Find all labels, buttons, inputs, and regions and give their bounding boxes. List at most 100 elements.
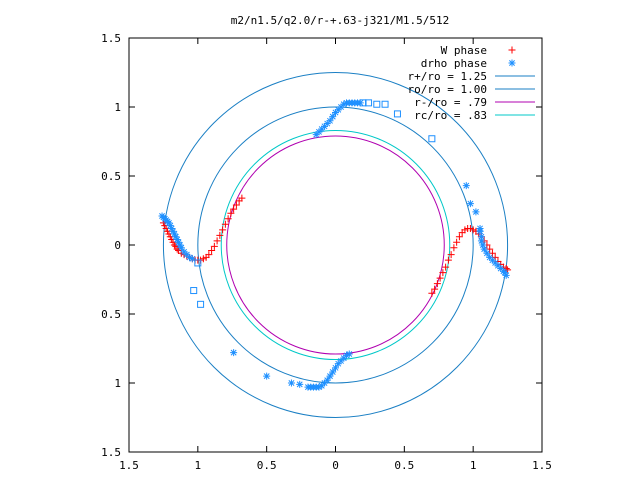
w-phase-point bbox=[450, 244, 458, 252]
drho-phase-point bbox=[486, 253, 494, 261]
y-tick-label: 1 bbox=[114, 101, 121, 114]
drho-phase-point bbox=[166, 222, 174, 230]
w-phase-point bbox=[219, 226, 227, 234]
w-phase-point bbox=[216, 231, 224, 239]
radius-circle bbox=[220, 129, 451, 361]
y-tick-label: 0.5 bbox=[101, 308, 121, 321]
w-phase-point bbox=[227, 209, 235, 217]
y-tick-label: 0 bbox=[114, 239, 121, 252]
drho-phase-point bbox=[168, 224, 176, 232]
drho-phase-point bbox=[334, 106, 342, 114]
x-axis-ticks: 1.5 1 0.5 0 0.5 1 1.5 bbox=[119, 38, 552, 472]
reference-circles bbox=[162, 72, 509, 418]
drho-phase-point bbox=[483, 249, 491, 257]
y-axis-ticks: 1.5 1 0.5 0 0.5 1 1.5 bbox=[101, 32, 542, 459]
drho-phase-point bbox=[491, 259, 499, 267]
w-phase-point bbox=[431, 285, 439, 293]
drho-phase-point bbox=[462, 182, 470, 190]
x-tick-label: 0.5 bbox=[394, 459, 414, 472]
drho-phase-point bbox=[499, 267, 507, 275]
drho-phase-point bbox=[315, 128, 323, 136]
drho-phase-point bbox=[183, 251, 191, 259]
legend-label: W phase bbox=[441, 44, 487, 57]
drho-phase-point bbox=[188, 255, 196, 263]
drho-phase-point bbox=[175, 238, 183, 246]
drho-phase-point bbox=[329, 113, 337, 121]
drho-phase-point bbox=[340, 354, 348, 362]
w-phase-point bbox=[442, 263, 450, 271]
radius-circle bbox=[226, 135, 445, 355]
drho-phase-point bbox=[502, 271, 510, 279]
drho-phase-point bbox=[477, 233, 485, 241]
radius-circle bbox=[197, 106, 474, 384]
drho-phase-point bbox=[477, 237, 485, 245]
x-tick-label: 0 bbox=[332, 459, 339, 472]
w-phase-point bbox=[238, 194, 246, 202]
drho-phase-point bbox=[494, 262, 502, 270]
drho-phase-point bbox=[329, 368, 337, 376]
drho-phase-point bbox=[287, 379, 295, 387]
drho-phase-point bbox=[180, 248, 188, 256]
open-square-point bbox=[428, 135, 436, 143]
drho-phase-point bbox=[337, 103, 345, 111]
drho-phase-point bbox=[173, 235, 181, 243]
drho-phase-point bbox=[488, 256, 496, 264]
legend-label: drho phase bbox=[421, 57, 487, 70]
drho-phase-point bbox=[497, 264, 505, 272]
drho-phase-point bbox=[177, 244, 185, 252]
drho-phase-point bbox=[332, 364, 339, 372]
w-phase-point bbox=[208, 247, 216, 255]
open-square-point bbox=[373, 100, 381, 108]
x-tick-label: 0.5 bbox=[257, 459, 277, 472]
w-phase-point bbox=[224, 215, 232, 223]
drho-phase-point bbox=[326, 372, 334, 380]
drho-phase-point bbox=[320, 379, 328, 387]
drho-phase-point bbox=[472, 208, 480, 216]
w-phase-point bbox=[221, 220, 229, 228]
w-phase-point bbox=[213, 237, 221, 245]
drho-phase-point bbox=[172, 233, 180, 241]
drho-phase-point bbox=[332, 109, 339, 117]
drho-phase-point bbox=[320, 122, 328, 130]
legend-label: r-/ro = .79 bbox=[414, 96, 487, 109]
drho-phase-point bbox=[176, 241, 184, 249]
legend-label: r+/ro = 1.25 bbox=[408, 70, 487, 83]
drho-phase-point bbox=[169, 227, 177, 235]
drho-phase-point bbox=[312, 131, 320, 139]
data-marks bbox=[158, 99, 512, 391]
drho-phase-point bbox=[334, 360, 342, 368]
drho-phase-point bbox=[165, 219, 173, 227]
w-phase-point bbox=[433, 280, 441, 288]
drho-phase-point bbox=[343, 351, 351, 359]
w-phase-point bbox=[439, 269, 447, 277]
open-square-point bbox=[381, 100, 389, 108]
y-tick-label: 0.5 bbox=[101, 170, 121, 183]
w-phase-point bbox=[205, 251, 213, 259]
drho-phase-point bbox=[326, 117, 334, 125]
drho-phase-point bbox=[318, 382, 326, 390]
drho-phase-point bbox=[323, 120, 331, 128]
w-phase-point bbox=[428, 289, 436, 297]
radius-circle bbox=[162, 72, 509, 418]
x-tick-label: 1 bbox=[195, 459, 202, 472]
drho-phase-point bbox=[263, 372, 271, 380]
w-phase-point bbox=[436, 274, 444, 282]
drho-phase-point bbox=[296, 380, 304, 388]
drho-phase-point bbox=[337, 357, 345, 365]
w-phase-point bbox=[455, 233, 463, 241]
open-square-point bbox=[197, 300, 205, 308]
drho-phase-point bbox=[318, 125, 326, 133]
w-phase-point bbox=[232, 201, 240, 209]
open-square-point bbox=[393, 110, 401, 118]
open-square-point bbox=[365, 99, 373, 107]
drho-phase-point bbox=[230, 349, 238, 357]
w-phase-point bbox=[447, 251, 455, 259]
drho-phase-point bbox=[170, 230, 178, 238]
drho-phase-point bbox=[466, 200, 474, 208]
w-phase-point bbox=[453, 238, 461, 246]
w-phase-point bbox=[210, 242, 218, 250]
legend-marker-sample bbox=[508, 46, 516, 54]
legend-label: ro/ro = 1.00 bbox=[408, 83, 487, 96]
